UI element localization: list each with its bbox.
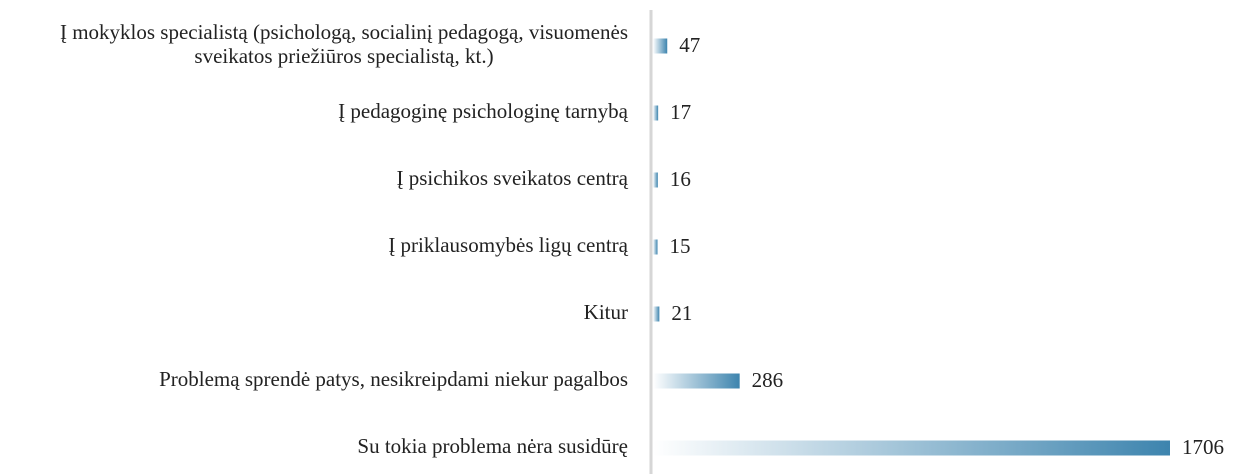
value-label: 15 bbox=[670, 234, 691, 258]
value-label: 1706 bbox=[1182, 435, 1224, 459]
category-label: Į pedagoginę psichologinę tarnybą bbox=[338, 99, 629, 123]
category-label: Į mokyklos specialistą (psichologą, soci… bbox=[60, 20, 628, 68]
value-label: 286 bbox=[752, 368, 784, 392]
bar bbox=[653, 306, 660, 322]
category-label: Problemą sprendė patys, nesikreipdami ni… bbox=[159, 367, 628, 391]
bar bbox=[653, 239, 658, 255]
category-label: Su tokia problema nėra susidūrę bbox=[357, 434, 628, 458]
bar bbox=[653, 440, 1170, 456]
bar bbox=[653, 172, 658, 188]
value-label: 16 bbox=[670, 167, 691, 191]
value-label: 47 bbox=[679, 33, 700, 57]
bar bbox=[653, 105, 659, 121]
value-label: 17 bbox=[670, 100, 691, 124]
category-label: Į priklausomybės ligų centrą bbox=[388, 233, 628, 257]
category-label: Į psichikos sveikatos centrą bbox=[396, 166, 628, 190]
bar bbox=[653, 38, 668, 54]
value-label: 21 bbox=[671, 301, 692, 325]
bar bbox=[653, 373, 740, 389]
category-label: Kitur bbox=[584, 300, 628, 324]
